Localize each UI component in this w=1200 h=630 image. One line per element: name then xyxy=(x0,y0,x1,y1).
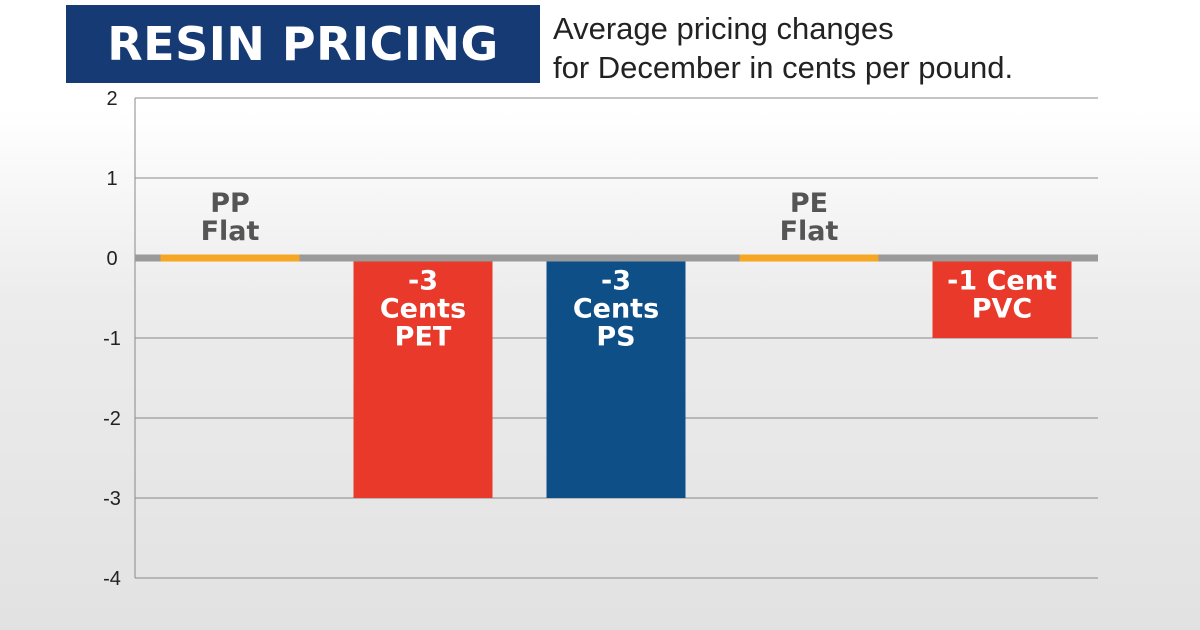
bar-label-pet: -3 xyxy=(408,266,438,297)
bar-label-ps: PS xyxy=(596,322,635,353)
chart-title: RESIN PRICING xyxy=(66,5,540,83)
y-axis-ticks: 2 1 0 -1 -2 -3 -4 xyxy=(103,88,121,590)
bar-label-pe: Flat xyxy=(780,216,839,247)
y-tick-label: 1 xyxy=(106,168,117,190)
bar-label-pet: PET xyxy=(395,322,452,353)
y-tick-label: 0 xyxy=(106,248,117,270)
y-tick-label: -2 xyxy=(103,408,121,430)
bar-label-pp: PP xyxy=(210,188,250,219)
bar-label-pp: Flat xyxy=(201,216,260,247)
bar-pet xyxy=(353,261,493,498)
bar-pe xyxy=(739,254,879,262)
bar-label-pvc: PVC xyxy=(972,294,1033,325)
y-tick-label: -1 xyxy=(103,328,121,350)
bar-label-pe: PE xyxy=(790,188,828,219)
bar-label-pvc: -1 Cent xyxy=(947,266,1057,297)
bar-label-ps: Cents xyxy=(573,294,659,325)
subtitle-line-2: for December in cents per pound. xyxy=(553,50,1014,85)
bar-label-pet: Cents xyxy=(380,294,466,325)
bar-label-ps: -3 xyxy=(601,266,631,297)
bar-pp xyxy=(160,254,300,262)
bar-ps xyxy=(546,261,686,498)
subtitle-line-1: Average pricing changes xyxy=(553,11,894,46)
y-tick-label: 2 xyxy=(106,88,117,110)
chart-subtitle: Average pricing changes for December in … xyxy=(553,9,1153,87)
y-tick-label: -4 xyxy=(103,568,121,590)
y-tick-label: -3 xyxy=(103,488,121,510)
bar-pvc xyxy=(932,261,1072,338)
bars xyxy=(160,254,1072,498)
